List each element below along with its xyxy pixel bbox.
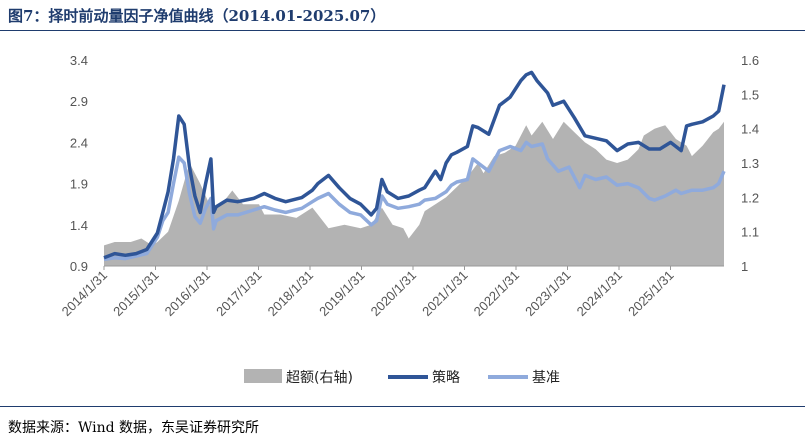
y-right-tick-label: 1 [741,259,748,274]
x-tick-label: 2016/1/31 [162,268,214,320]
x-tick-label: 2015/1/31 [110,268,162,320]
y-right-tick-label: 1.4 [741,122,759,137]
y-right-tick-label: 1.1 [741,225,759,240]
x-tick-label: 2017/1/31 [213,268,265,320]
x-tick-label: 2024/1/31 [574,268,626,320]
x-tick-label: 2020/1/31 [368,268,420,320]
x-tick-label: 2025/1/31 [625,268,677,320]
y-right-tick-label: 1.6 [741,53,759,68]
x-tick-label: 2019/1/31 [316,268,368,320]
y-right-tick-label: 1.3 [741,156,759,171]
x-tick-label: 2021/1/31 [419,268,471,320]
excess-area-series [104,121,724,266]
y-right-tick-label: 1.5 [741,87,759,102]
y-left-tick-label: 2.4 [70,135,88,150]
x-tick-label: 2023/1/31 [522,268,574,320]
source-bar: 数据来源：Wind 数据，东吴证券研究所 [0,406,805,445]
legend-swatch-excess [244,369,282,383]
source-note: 数据来源：Wind 数据，东吴证券研究所 [8,420,260,436]
y-left-tick-label: 2.9 [70,94,88,109]
y-right-tick-label: 1.2 [741,190,759,205]
legend-label-strategy: 策略 [432,369,460,386]
y-left-tick-label: 1.4 [70,218,88,233]
y-left-tick-label: 1.9 [70,177,88,192]
x-tick-label: 2022/1/31 [471,268,523,320]
x-tick-label: 2014/1/31 [59,268,111,320]
x-tick-label: 2018/1/31 [265,268,317,320]
y-left-tick-label: 0.9 [70,259,88,274]
y-left-tick-label: 3.4 [70,53,88,68]
chart-canvas: 3.4 2.9 2.4 1.9 1.4 0.9 1.6 1.5 1.4 1.3 1.2 1.1 1 201… [59,53,759,386]
benchmark-line-series [103,140,726,262]
legend-label-excess: 超额(右轴) [286,370,353,386]
figure-title-bar: 图7：择时前动量因子净值曲线（2014.01-2025.07） [0,0,805,31]
legend-label-benchmark: 基准 [532,369,560,386]
strategy-line-series [103,70,726,260]
figure-title: 图7：择时前动量因子净值曲线（2014.01-2025.07） [8,7,386,25]
